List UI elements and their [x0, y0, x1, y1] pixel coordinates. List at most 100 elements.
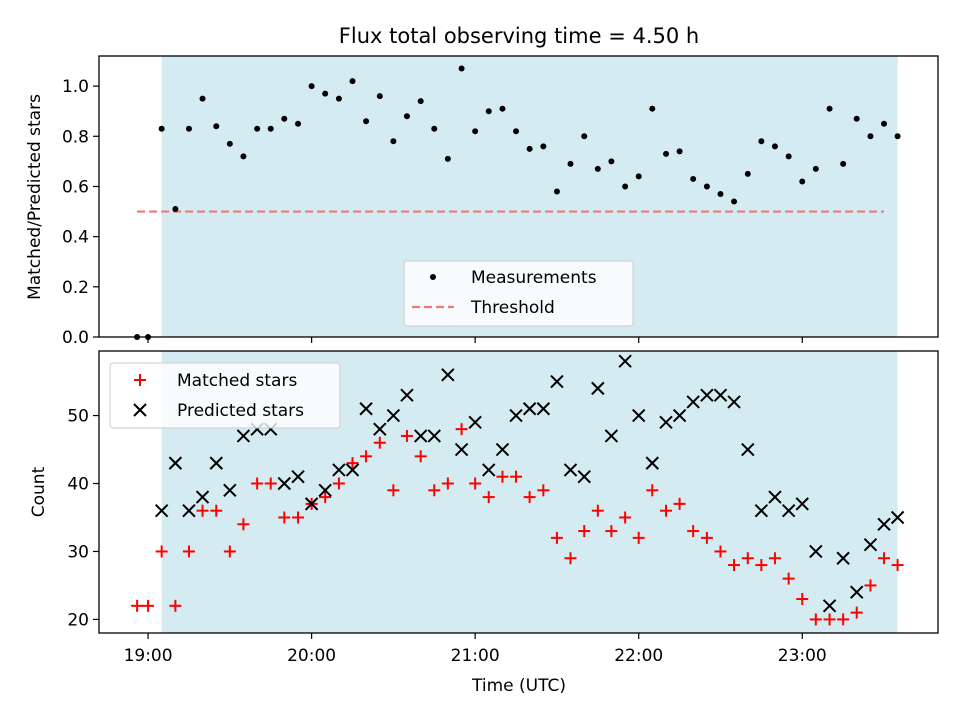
count-legend-box	[109, 362, 341, 429]
predicted-star-point	[413, 429, 428, 443]
predicted-star-point	[822, 599, 837, 613]
measurement-point	[458, 65, 465, 72]
predicted-star-point	[373, 422, 387, 436]
matched-star-point	[768, 552, 781, 565]
matched-star-point	[155, 545, 168, 558]
measurement-point	[744, 170, 751, 177]
predicted-star-point	[741, 442, 755, 457]
matched-star-point	[864, 579, 877, 592]
measurement-point	[431, 125, 438, 132]
predicted-star-point	[209, 456, 223, 470]
matched-star-point	[619, 511, 632, 524]
measurement-point	[267, 125, 274, 132]
matched-star-point	[796, 593, 809, 606]
measurement-point	[390, 138, 397, 145]
predicted-star-point	[632, 408, 646, 423]
measurement-point	[553, 188, 560, 195]
matched-star-point	[414, 450, 427, 463]
measurement-point	[771, 143, 778, 150]
ratio-legend: Measurements Threshold	[403, 260, 634, 327]
measurement-point	[635, 173, 642, 180]
matched-star-point	[223, 545, 236, 558]
measurement-point	[472, 128, 479, 135]
measurement-point	[185, 125, 192, 132]
ratio-y-tick-label: 0.8	[62, 127, 89, 147]
measurement-point	[363, 118, 370, 125]
predicted-star-point	[468, 415, 482, 430]
count-y-axis-label: Count	[29, 466, 49, 517]
predicted-star-point	[727, 395, 741, 409]
matched-star-point	[564, 552, 577, 565]
matched-star-point	[537, 484, 550, 497]
matched-star-point	[169, 599, 182, 612]
matched-star-point	[441, 477, 454, 490]
measurement-point	[812, 165, 819, 172]
ratio-legend-box	[403, 260, 634, 327]
matched-star-point	[823, 613, 836, 626]
measurement-point	[567, 160, 574, 167]
matched-star-point	[728, 559, 741, 572]
matched-star-point	[469, 477, 482, 490]
matched-star-point	[482, 491, 495, 504]
measurement-point	[581, 133, 588, 140]
matched-star-point	[131, 599, 144, 612]
measurement-point	[717, 190, 724, 197]
predicted-star-point	[754, 503, 769, 518]
predicted-star-point	[482, 463, 496, 477]
ratio-y-axis-label: Matched/Predicted stars	[25, 94, 45, 300]
measurement-point	[526, 145, 533, 152]
measurement-point	[785, 153, 792, 160]
matched-star-point	[837, 613, 850, 626]
predicted-star-point	[168, 456, 183, 470]
x-tick-label: 21:00	[451, 646, 500, 666]
predicted-star-point	[700, 388, 714, 402]
matched-star-point	[632, 531, 645, 544]
count-panel: 20 30 40 50 19:00 20:00 21:00 22:00 23:00 Count…	[29, 350, 939, 696]
legend-predicted-marker	[133, 403, 147, 417]
matched-star-point	[591, 504, 604, 517]
predicted-star-point	[781, 503, 796, 518]
measurement-point	[226, 140, 233, 147]
matched-star-point	[319, 491, 332, 504]
predicted-star-point	[332, 463, 346, 477]
predicted-star-point	[318, 483, 332, 498]
count-y-tick-label: 50	[67, 407, 89, 427]
matched-star-point	[646, 484, 659, 497]
predicted-star-point	[836, 551, 850, 565]
predicted-star-point	[672, 408, 687, 423]
predicted-star-point	[345, 463, 360, 477]
ratio-y-tick-label: 0.4	[62, 228, 89, 248]
measurement-point	[295, 120, 302, 127]
measurement-point	[376, 93, 383, 100]
predicted-star-point	[686, 395, 700, 409]
predicted-star-point	[400, 388, 414, 402]
matched-star-point	[278, 511, 291, 524]
ratio-y-tick-label: 0.2	[62, 278, 89, 298]
measurement-point	[731, 198, 738, 205]
measurement-point	[322, 90, 329, 97]
measurement-point	[663, 150, 670, 157]
measurement-point	[799, 178, 806, 185]
matched-star-point	[700, 531, 713, 544]
predicted-star-point	[291, 470, 305, 484]
predicted-star-point	[522, 402, 537, 416]
measurement-point	[158, 125, 165, 132]
matched-star-point	[578, 525, 591, 538]
measurement-point	[703, 183, 710, 190]
measurement-point	[540, 143, 547, 150]
measurement-point	[513, 128, 520, 135]
count-legend: Matched stars Predicted stars	[109, 362, 341, 429]
matched-star-point	[196, 504, 209, 517]
predicted-star-point	[795, 497, 809, 511]
x-tick-label: 23:00	[778, 646, 827, 666]
matched-star-point	[850, 606, 863, 619]
ratio-y-tick-label: 0.6	[62, 177, 89, 197]
matched-star-point	[387, 484, 400, 497]
matched-star-point	[292, 511, 305, 524]
count-panel-frame	[98, 350, 939, 634]
measurement-point	[758, 138, 765, 145]
measurement-point	[676, 148, 683, 155]
measurement-point	[349, 78, 356, 85]
measurement-point	[308, 83, 315, 90]
predicted-star-point	[850, 585, 864, 599]
